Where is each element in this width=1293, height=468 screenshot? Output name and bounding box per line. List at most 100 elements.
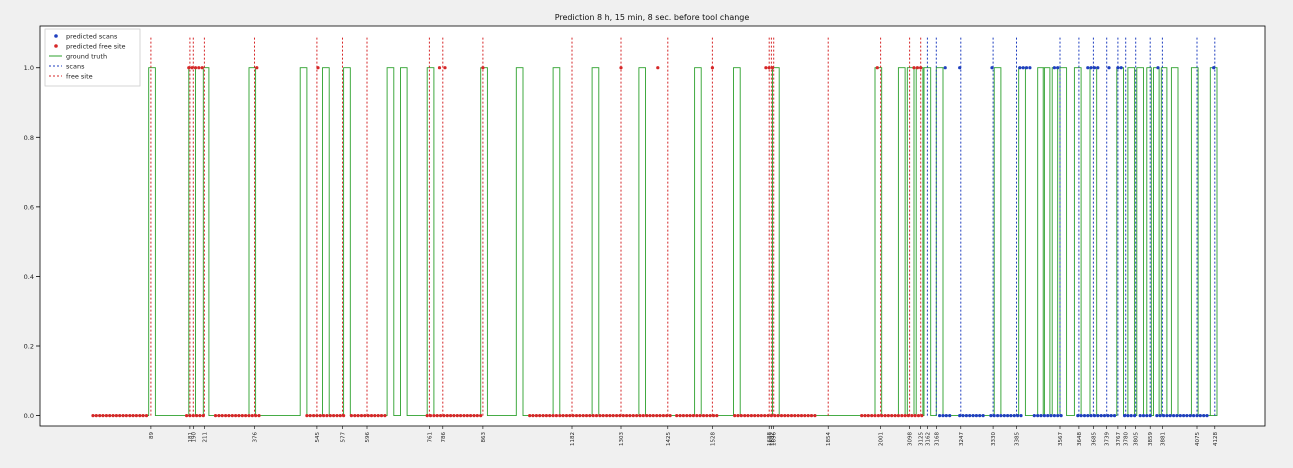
predicted-free-site-point	[625, 414, 628, 417]
x-tick-label: 190	[191, 432, 197, 443]
predicted-scans-point	[978, 414, 981, 417]
predicted-free-site-point	[132, 414, 135, 417]
predicted-free-site-point	[763, 414, 766, 417]
predicted-scans-point	[1086, 414, 1089, 417]
x-tick-label: 2001	[879, 432, 885, 446]
predicted-free-site-point	[628, 414, 631, 417]
predicted-free-site-point	[244, 414, 247, 417]
y-tick-label: 0.4	[24, 273, 34, 281]
x-tick-label: 1854	[826, 432, 832, 446]
predicted-free-site-point	[325, 414, 328, 417]
predicted-free-site-point	[479, 414, 482, 417]
predicted-scans-point	[1182, 414, 1185, 417]
predicted-free-site-point	[645, 414, 648, 417]
predicted-free-site-point	[642, 414, 645, 417]
predicted-free-site-point	[370, 414, 373, 417]
predicted-free-site-point	[679, 414, 682, 417]
predicted-free-site-point	[689, 414, 692, 417]
predicted-free-site-point	[221, 414, 224, 417]
x-tick-label: 3780	[1124, 432, 1130, 446]
predicted-scans-point	[1053, 414, 1056, 417]
predicted-free-site-point	[234, 414, 237, 417]
predicted-scans-point	[1018, 66, 1021, 69]
predicted-free-site-point	[685, 414, 688, 417]
predicted-free-site-point	[675, 414, 678, 417]
predicted-free-site-point	[115, 414, 118, 417]
predicted-free-site-point	[867, 414, 870, 417]
predicted-scans-point	[1056, 66, 1059, 69]
predicted-free-site-point	[312, 414, 315, 417]
predicted-free-site-point	[740, 414, 743, 417]
predicted-scans-point	[1156, 66, 1159, 69]
predicted-free-site-point	[251, 414, 254, 417]
predicted-free-site-point	[125, 414, 128, 417]
predicted-free-site-point	[658, 414, 661, 417]
predicted-scans-point	[1126, 414, 1129, 417]
predicted-free-site-point	[247, 414, 250, 417]
legend-marker-predicted-scans	[54, 34, 58, 38]
predicted-free-site-point	[449, 414, 452, 417]
predicted-free-site-point	[897, 414, 900, 417]
predicted-free-site-point	[241, 414, 244, 417]
predicted-free-site-point	[446, 414, 449, 417]
predicted-free-site-point	[122, 414, 125, 417]
predicted-free-site-point	[793, 414, 796, 417]
predicted-free-site-point	[545, 414, 548, 417]
predicted-free-site-point	[329, 414, 332, 417]
predicted-scans-point	[1019, 414, 1022, 417]
predicted-free-site-point	[357, 414, 360, 417]
predicted-free-site-point	[702, 414, 705, 417]
predicted-scans-point	[1090, 66, 1093, 69]
predicted-scans-point	[1025, 66, 1028, 69]
predicted-free-site-point	[887, 414, 890, 417]
predicted-free-site-point	[95, 414, 98, 417]
y-tick-label: 1.0	[24, 64, 34, 72]
x-tick-label: 577	[341, 432, 347, 443]
predicted-scans-point	[1033, 414, 1036, 417]
predicted-free-site-point	[638, 414, 641, 417]
predicted-scans-point	[1049, 414, 1052, 417]
predicted-free-site-point	[353, 414, 356, 417]
predicted-free-site-point	[466, 414, 469, 417]
predicted-free-site-point	[142, 414, 145, 417]
predicted-free-site-point	[224, 414, 227, 417]
predicted-free-site-point	[810, 414, 813, 417]
predicted-free-site-point	[813, 414, 816, 417]
predicted-scans-point	[1028, 66, 1031, 69]
predicted-free-site-point	[760, 414, 763, 417]
predicted-free-site-point	[185, 414, 188, 417]
predicted-scans-point	[975, 414, 978, 417]
predicted-free-site-point	[900, 414, 903, 417]
predicted-free-site-point	[439, 414, 442, 417]
predicted-free-site-point	[860, 414, 863, 417]
predicted-free-site-point	[112, 414, 115, 417]
predicted-free-site-point	[876, 66, 879, 69]
predicted-free-site-point	[783, 414, 786, 417]
x-tick-label: 786	[441, 432, 447, 443]
predicted-scans-point	[1113, 414, 1116, 417]
legend-label-predicted-free-site: predicted free site	[66, 43, 126, 51]
x-tick-label: 3247	[959, 432, 965, 446]
x-tick-label: 1696	[772, 432, 778, 446]
x-tick-label: 3098	[908, 432, 914, 446]
x-tick-label: 1528	[710, 432, 716, 446]
x-tick-label: 3859	[1148, 432, 1154, 446]
predicted-free-site-point	[456, 414, 459, 417]
predicted-scans-point	[1022, 66, 1025, 69]
x-tick-label: 4128	[1213, 432, 1219, 446]
predicted-scans-point	[1086, 66, 1089, 69]
predicted-free-site-point	[873, 414, 876, 417]
predicted-free-site-point	[877, 414, 880, 417]
predicted-free-site-point	[322, 414, 325, 417]
predicted-free-site-point	[588, 414, 591, 417]
predicted-scans-point	[1053, 66, 1056, 69]
predicted-free-site-point	[118, 414, 121, 417]
predicted-scans-point	[1192, 414, 1195, 417]
predicted-free-site-point	[699, 414, 702, 417]
predicted-scans-point	[1202, 414, 1205, 417]
predicted-scans-point	[1043, 414, 1046, 417]
x-tick-label: 376	[253, 432, 259, 443]
legend: predicted scans predicted free site grou…	[45, 29, 140, 86]
predicted-free-site-point	[377, 414, 380, 417]
predicted-free-site-point	[363, 414, 366, 417]
